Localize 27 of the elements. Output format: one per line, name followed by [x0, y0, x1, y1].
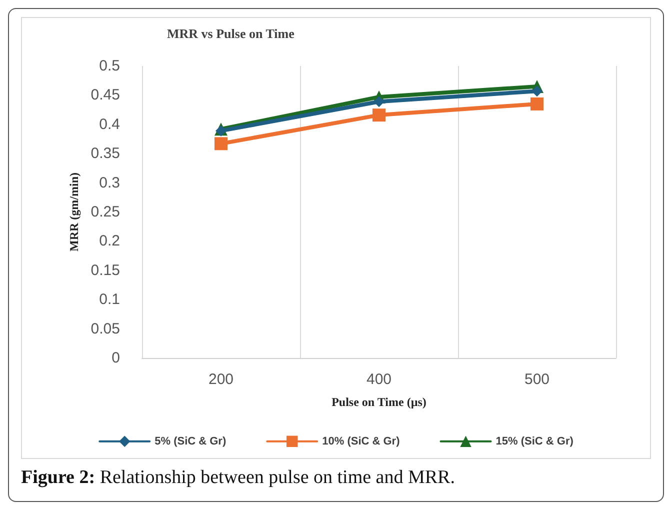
x-tick-label: 500	[524, 371, 550, 388]
legend-label: 10% (SiC & Gr)	[322, 435, 400, 448]
legend-label: 15% (SiC & Gr)	[496, 435, 574, 448]
y-tick-label: 0.4	[99, 116, 120, 133]
caption: Figure 2: Relationship between pulse on time and MRR.	[20, 466, 456, 490]
point	[372, 108, 386, 122]
y-tick-label: 0.5	[99, 58, 120, 74]
x-axis-title: Pulse on Time (µs)	[332, 395, 426, 409]
y-tick-label: 0.1	[99, 291, 120, 308]
point	[530, 97, 544, 110]
y-tick-label: 0.3	[99, 174, 120, 192]
y-tick-label: 0.35	[90, 145, 120, 162]
point	[216, 125, 226, 136]
y-axis-title: MRR (gm/min)	[66, 172, 81, 252]
legend-label: 5% (SiC & Gr)	[154, 435, 226, 448]
y-tick-label: 0.05	[90, 320, 120, 338]
x-tick-label: 200	[208, 371, 234, 388]
point	[532, 86, 542, 97]
y-tick-label: 0	[112, 350, 120, 366]
chart-title: MRR vs Pulse on Time	[167, 26, 295, 41]
y-tick-label: 0.45	[90, 86, 120, 104]
y-tick-label: 0.2	[99, 232, 120, 250]
x-tick-label: 400	[366, 371, 392, 388]
point	[374, 96, 384, 108]
point	[214, 137, 228, 150]
y-tick-label: 0.25	[90, 204, 120, 220]
y-tick-label: 0.15	[90, 262, 120, 279]
